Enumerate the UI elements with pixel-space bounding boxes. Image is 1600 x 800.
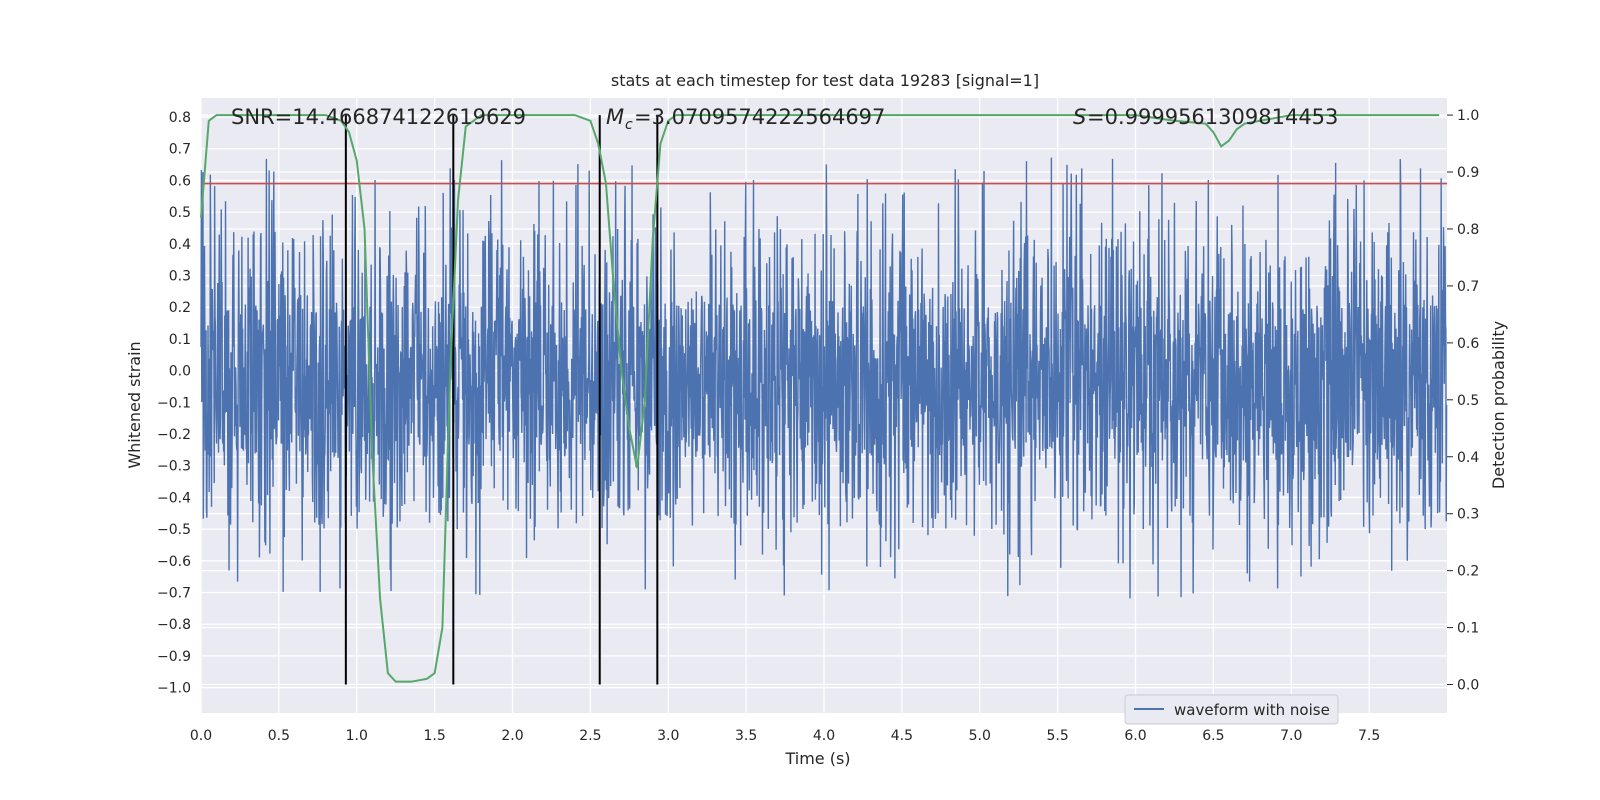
y-left-tick-label: −0.1 (157, 395, 191, 411)
y-left-tick-label: −0.2 (157, 427, 191, 443)
y-left-tick-label: 0.6 (169, 173, 191, 189)
mc-symbol: M (606, 105, 624, 129)
y-right-tick-label: 0.8 (1457, 222, 1479, 238)
s-annotation: S =0.9999561309814453 (1073, 105, 1338, 129)
x-tick-label: 7.0 (1280, 728, 1302, 744)
legend: waveform with noise (1124, 694, 1339, 725)
chart-title: stats at each timestep for test data 192… (611, 71, 1039, 90)
s-value: =0.9999561309814453 (1087, 105, 1338, 129)
x-tick-label: 0.5 (268, 728, 290, 744)
left-axis-ticks: 0.8 0.7 0.6 0.5 0.4 0.3 0.2 0.1 0.0 −0.1 −0.2 −0.3 −… (157, 110, 191, 697)
y-left-tick-label: 0.8 (169, 110, 191, 126)
y-axis-right-label: Detection probability (1489, 321, 1508, 489)
x-tick-label: 7.5 (1358, 728, 1380, 744)
mc-value: =3.0709574222564697 (634, 105, 885, 129)
x-axis-label: Time (s) (784, 749, 850, 768)
y-left-tick-label: −0.7 (157, 586, 191, 602)
y-right-tick-label: 1.0 (1457, 108, 1479, 124)
y-right-tick-label: 0.7 (1457, 279, 1479, 295)
x-tick-label: 2.0 (501, 728, 523, 744)
x-tick-label: 1.5 (423, 728, 445, 744)
x-tick-label: 3.5 (735, 728, 757, 744)
y-left-tick-label: −0.9 (157, 649, 191, 665)
x-tick-label: 5.0 (969, 728, 991, 744)
y-left-tick-label: 0.4 (169, 237, 191, 253)
x-tick-label: 2.5 (579, 728, 601, 744)
x-tick-label: 3.0 (657, 728, 679, 744)
y-right-tick-label: 0.3 (1457, 507, 1479, 523)
y-left-tick-label: −0.5 (157, 522, 191, 538)
y-right-tick-label: 0.9 (1457, 165, 1479, 181)
y-left-tick-label: −0.4 (157, 490, 191, 506)
y-right-tick-label: 0.0 (1457, 678, 1479, 694)
mc-annotation: M c =3.0709574222564697 (606, 105, 885, 133)
y-left-tick-label: −0.3 (157, 459, 191, 475)
waveform-line (200, 157, 1448, 599)
x-tick-label: 4.5 (891, 728, 913, 744)
y-left-tick-label: −1.0 (157, 681, 191, 697)
s-symbol: S (1073, 105, 1086, 129)
waveform-series (200, 157, 1448, 599)
y-left-tick-label: 0.0 (169, 364, 191, 380)
x-tick-label: 5.5 (1046, 728, 1068, 744)
y-left-tick-label: 0.2 (169, 300, 191, 316)
y-right-tick-label: 0.5 (1457, 393, 1479, 409)
right-axis-ticks: 1.0 0.9 0.8 0.7 0.6 0.5 0.4 0.3 0.2 0.1 0.0 (1447, 108, 1479, 694)
x-tick-label: 4.0 (813, 728, 835, 744)
y-right-tick-label: 0.6 (1457, 336, 1479, 352)
y-right-tick-label: 0.4 (1457, 450, 1479, 466)
y-left-tick-label: −0.8 (157, 617, 191, 633)
y-right-tick-label: 0.2 (1457, 564, 1479, 580)
y-right-tick-label: 0.1 (1457, 621, 1479, 637)
legend-label-waveform: waveform with noise (1174, 701, 1330, 719)
legend-box (1124, 694, 1339, 725)
x-axis-ticks: 0.0 0.5 1.0 1.5 2.0 2.5 3.0 3.5 4.0 4.5 5.0 5.5 6.0 6… (190, 728, 1380, 744)
x-tick-label: 6.0 (1124, 728, 1146, 744)
mc-subscript: c (625, 117, 633, 133)
y-left-tick-label: 0.3 (169, 269, 191, 285)
y-left-tick-label: −0.6 (157, 554, 191, 570)
y-left-tick-label: 0.1 (169, 332, 191, 348)
x-tick-label: 6.5 (1202, 728, 1224, 744)
vertical-markers (344, 115, 659, 685)
x-tick-label: 1.0 (346, 728, 368, 744)
snr-annotation: SNR=14.466874122619629 (231, 105, 526, 129)
y-left-tick-label: 0.7 (169, 142, 191, 158)
x-tick-label: 0.0 (190, 728, 212, 744)
y-axis-left-label: Whitened strain (125, 341, 144, 468)
probability-series-line (200, 114, 1440, 683)
y-left-tick-label: 0.5 (169, 205, 191, 221)
